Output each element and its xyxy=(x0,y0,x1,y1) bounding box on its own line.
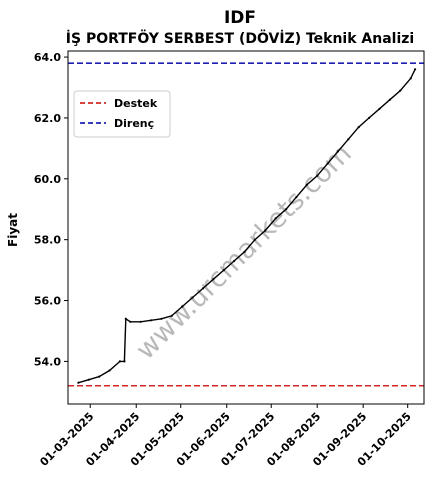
data-point xyxy=(108,369,111,372)
data-point xyxy=(150,319,153,322)
data-point xyxy=(222,269,225,272)
data-point xyxy=(243,250,246,253)
data-point xyxy=(123,360,126,363)
y-tick-label: 58.0 xyxy=(34,234,61,247)
data-point xyxy=(295,196,298,199)
legend-destek-label: Destek xyxy=(114,97,158,110)
data-point xyxy=(414,68,417,71)
data-point xyxy=(191,296,194,299)
data-point xyxy=(212,278,215,281)
data-point xyxy=(326,162,329,165)
y-tick-label: 54.0 xyxy=(34,355,61,368)
data-point xyxy=(316,174,319,177)
data-point xyxy=(129,320,132,323)
data-point xyxy=(170,314,173,317)
data-point xyxy=(160,317,163,320)
data-point xyxy=(285,208,288,211)
data-point xyxy=(378,107,381,110)
data-point xyxy=(124,317,127,320)
data-point xyxy=(368,116,371,119)
data-point xyxy=(357,126,360,129)
data-point xyxy=(388,98,391,101)
chart-title: IDF xyxy=(224,8,256,28)
legend-direnc-label: Direnç xyxy=(114,117,154,130)
legend: Destek Direnç xyxy=(73,90,171,138)
data-point xyxy=(98,375,101,378)
data-point xyxy=(336,150,340,153)
data-point xyxy=(87,378,90,381)
chart-subtitle: İŞ PORTFÖY SERBEST (DÖVİZ) Teknik Analiz… xyxy=(66,29,414,47)
y-tick-label: 60.0 xyxy=(34,173,61,186)
y-tick-label: 64.0 xyxy=(34,51,61,64)
y-axis-label: Fiyat xyxy=(6,213,20,247)
data-point xyxy=(347,138,350,141)
data-point xyxy=(233,259,236,263)
data-point xyxy=(264,229,267,232)
data-point xyxy=(181,305,184,308)
data-point xyxy=(399,89,402,92)
data-point xyxy=(201,287,205,290)
y-tick-label: 56.0 xyxy=(34,295,61,308)
price-series-line xyxy=(78,68,416,384)
watermark: www.urcmarkets.com xyxy=(130,138,358,366)
axes-frame xyxy=(67,50,425,405)
data-point xyxy=(118,360,121,363)
data-point xyxy=(305,183,308,186)
data-point xyxy=(139,320,142,323)
y-tick-label: 62.0 xyxy=(34,112,61,125)
data-point xyxy=(409,77,412,80)
data-point xyxy=(274,217,277,220)
data-point xyxy=(253,238,256,241)
data-point xyxy=(77,381,80,384)
